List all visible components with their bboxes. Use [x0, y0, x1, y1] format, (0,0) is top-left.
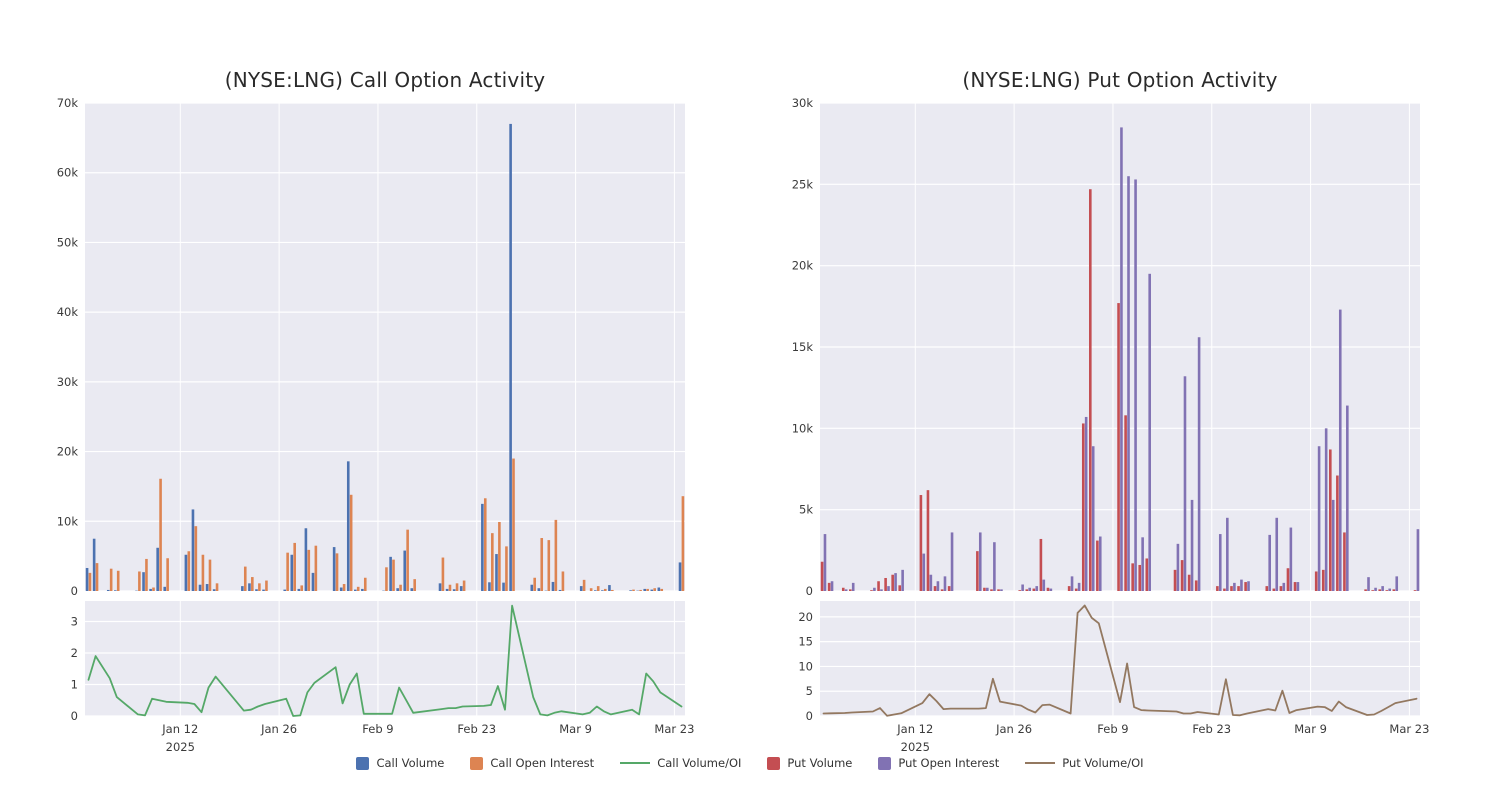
y-tick-label: 3 [71, 614, 78, 628]
y-tick-label: 20k [792, 259, 814, 273]
x-tick-label: Jan 12 [896, 722, 933, 736]
y-tick-label: 20k [57, 445, 79, 459]
x-tick-year-label: 2025 [901, 740, 930, 754]
y-tick-label: 5 [806, 684, 813, 698]
x-tick-label: Jan 26 [995, 722, 1032, 736]
legend-item-call-open-interest[interactable]: Call Open Interest [470, 756, 594, 770]
y-tick-label: 30k [57, 375, 79, 389]
x-tick-label: Mar 9 [1294, 722, 1327, 736]
y-tick-label: 5k [799, 503, 813, 517]
legend-square-swatch [356, 756, 370, 770]
put-volume-oi-line [822, 604, 1418, 717]
put-chart-title: (NYSE:LNG) Put Option Activity [962, 68, 1278, 92]
y-tick-label: 60k [57, 166, 79, 180]
put-option-chart: 0 5k 10k 15k 20k 25k 30k 0 5 10 15 20 Jan 12 2025 Jan … [792, 96, 1430, 754]
legend-square-swatch [878, 756, 892, 770]
y-tick-label: 70k [57, 96, 79, 110]
x-tick-year-label: 2025 [166, 740, 195, 754]
y-tick-label: 10 [798, 659, 813, 673]
x-tick-label: Mar 9 [559, 722, 592, 736]
legend-item-label: Put Open Interest [898, 756, 1000, 770]
x-tick-label: Mar 23 [654, 722, 694, 736]
y-tick-label: 25k [792, 177, 814, 191]
y-tick-label: 15k [792, 340, 814, 354]
x-tick-label: Feb 23 [1192, 722, 1231, 736]
legend-line-swatch [620, 762, 651, 764]
legend-item-label: Call Volume/OI [657, 756, 742, 770]
legend-item-call-volume-oi[interactable]: Call Volume/OI [620, 756, 741, 770]
legend-item-label: Put Volume/OI [1062, 756, 1144, 770]
y-tick-label: 10k [57, 514, 79, 528]
put-volume-bars [820, 189, 1417, 591]
legend-item-label: Call Open Interest [490, 756, 595, 770]
legend-item-put-volume[interactable]: Put Volume [767, 756, 852, 770]
y-tick-label: 40k [57, 305, 79, 319]
x-tick-label: Feb 9 [362, 722, 393, 736]
y-tick-label: 1 [71, 677, 78, 691]
y-tick-label: 30k [792, 96, 814, 110]
legend-line-swatch [1025, 762, 1056, 764]
y-tick-label: 0 [71, 709, 78, 723]
y-tick-label: 0 [806, 584, 813, 598]
call-chart-title: (NYSE:LNG) Call Option Activity [224, 68, 546, 92]
y-tick-label: 15 [798, 635, 813, 649]
main-plot-area [85, 103, 685, 591]
x-tick-label: Jan 26 [260, 722, 297, 736]
call-option-chart: 0 10k 20k 30k 40k 50k 60k 70k 0 1 2 3 Jan 12 2025 Jan … [57, 96, 695, 754]
y-tick-label: 0 [806, 709, 813, 723]
y-tick-label: 10k [792, 421, 814, 435]
legend-item-label: Put Volume [787, 756, 853, 770]
legend-item-put-volume-oi[interactable]: Put Volume/OI [1025, 756, 1144, 770]
subplot-area [820, 601, 1420, 716]
legend-item-put-open-interest[interactable]: Put Open Interest [878, 756, 999, 770]
y-tick-label: 20 [798, 610, 813, 624]
put-open-interest-bars [823, 127, 1420, 592]
x-tick-label: Feb 23 [457, 722, 496, 736]
x-tick-label: Mar 23 [1389, 722, 1429, 736]
legend-square-swatch [767, 756, 781, 770]
x-tick-label: Feb 9 [1097, 722, 1128, 736]
subplot-area [85, 601, 685, 716]
legend-square-swatch [470, 756, 484, 770]
call-open-interest-bars [88, 458, 685, 591]
legend: Call Volume Call Open Interest Call Volume… [0, 756, 1500, 770]
legend-item-label: Call Volume [376, 756, 445, 770]
call-volume-bars [85, 123, 682, 591]
x-tick-label: Jan 12 [161, 722, 198, 736]
y-tick-label: 0 [71, 584, 78, 598]
y-tick-label: 50k [57, 235, 79, 249]
legend-item-call-volume[interactable]: Call Volume [356, 756, 444, 770]
call-volume-oi-line [87, 604, 683, 717]
y-tick-label: 2 [71, 646, 78, 660]
